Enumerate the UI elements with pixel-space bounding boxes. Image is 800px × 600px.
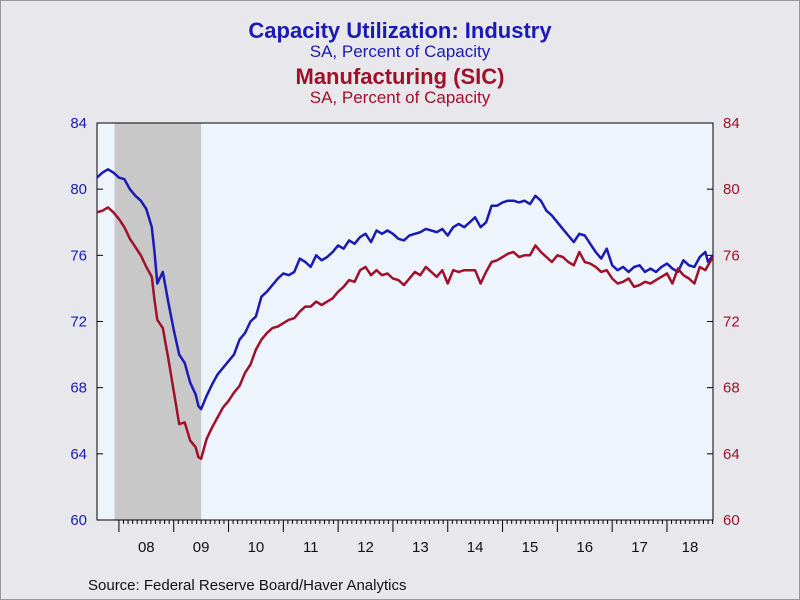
source-note: Source: Federal Reserve Board/Haver Anal… (88, 577, 407, 594)
x-tick-label: 12 (357, 539, 374, 556)
left-tick-label: 68 (70, 380, 87, 397)
series-manufacturing-line (96, 206, 715, 461)
right-tick-label: 64 (723, 446, 740, 463)
left-tick-label: 60 (70, 512, 87, 529)
right-tick-label: 80 (723, 181, 740, 198)
right-tick-label: 72 (723, 314, 740, 331)
x-tick-label: 08 (138, 539, 155, 556)
series2-title: Manufacturing (SIC) (295, 64, 505, 89)
x-tick-label: 10 (248, 539, 265, 556)
left-tick-label: 76 (70, 247, 87, 264)
left-tick-label: 80 (70, 181, 87, 198)
left-tick-label: 64 (70, 446, 87, 463)
series2-subtitle: SA, Percent of Capacity (309, 88, 491, 107)
right-tick-label: 76 (723, 247, 740, 264)
x-tick-label: 09 (193, 539, 210, 556)
x-tick-label: 17 (631, 539, 648, 556)
right-tick-label: 60 (723, 512, 740, 529)
x-tick-label: 18 (682, 539, 699, 556)
chart-subtitle: SA, Percent of Capacity (309, 42, 491, 61)
series-industry-line (96, 168, 715, 411)
x-tick-label: 15 (522, 539, 539, 556)
right-tick-label: 84 (723, 115, 740, 132)
chart-title: Capacity Utilization: Industry (248, 18, 552, 43)
x-tick-label: 13 (412, 539, 429, 556)
x-tick-label: 14 (467, 539, 484, 556)
x-tick-label: 11 (303, 539, 319, 556)
left-tick-label: 84 (70, 115, 87, 132)
left-tick-label: 72 (70, 314, 87, 331)
x-tick-label: 16 (576, 539, 593, 556)
right-tick-label: 68 (723, 380, 740, 397)
